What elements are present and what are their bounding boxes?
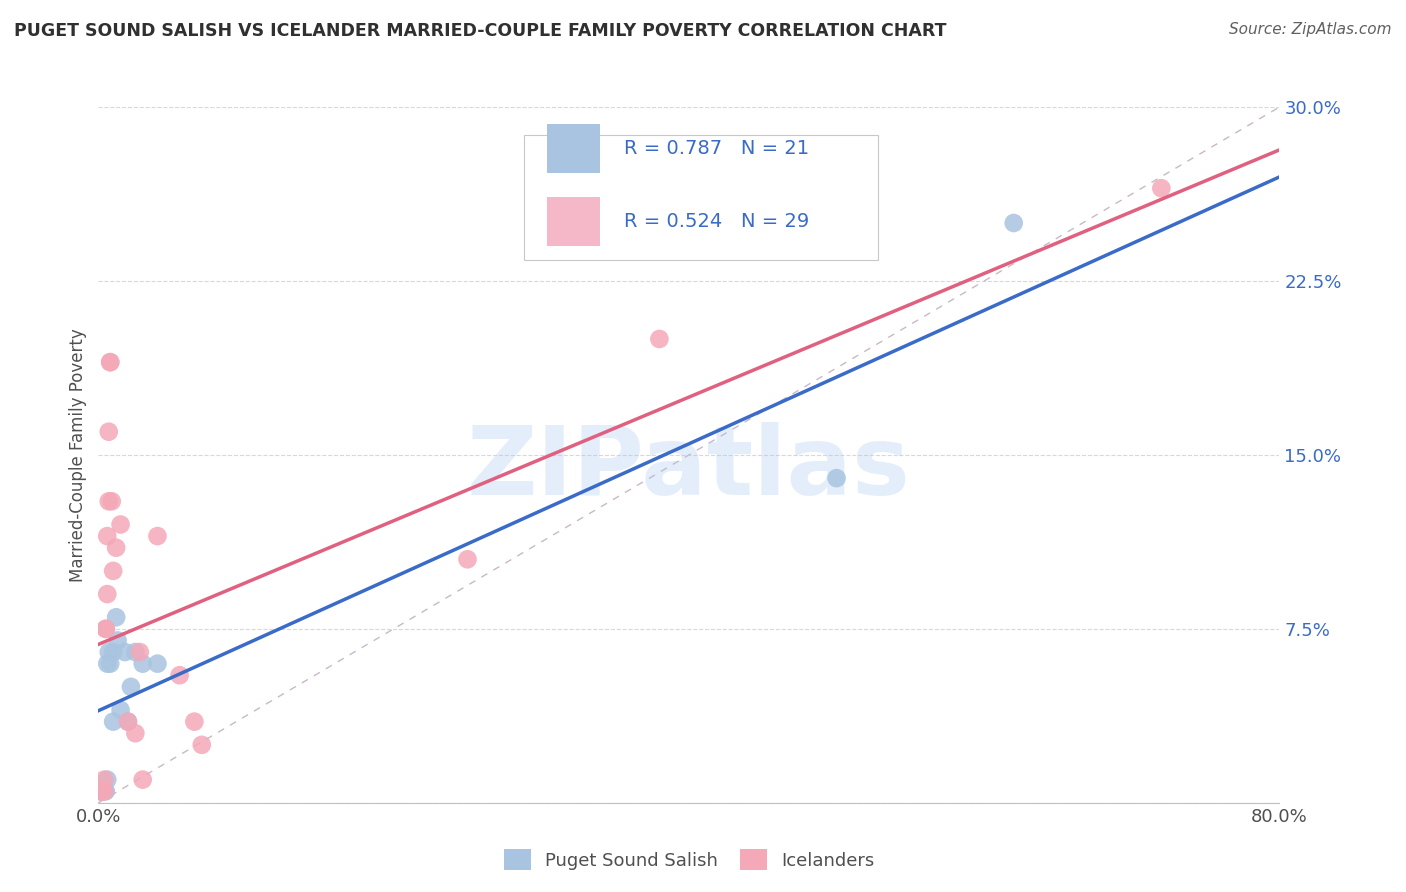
Point — [825, 471, 848, 485]
Point — [94, 622, 117, 636]
FancyBboxPatch shape — [547, 125, 600, 173]
Point — [97, 425, 120, 439]
Point — [103, 645, 125, 659]
Point — [110, 703, 132, 717]
Point — [105, 610, 128, 624]
Point — [94, 622, 117, 636]
Text: ZIPatlas: ZIPatlas — [467, 422, 911, 516]
Point — [124, 645, 146, 659]
Point — [107, 633, 129, 648]
Text: R = 0.524   N = 29: R = 0.524 N = 29 — [624, 212, 810, 231]
Point — [117, 714, 139, 729]
Point — [1002, 216, 1025, 230]
Point — [96, 529, 118, 543]
Point — [94, 784, 117, 798]
Text: PUGET SOUND SALISH VS ICELANDER MARRIED-COUPLE FAMILY POVERTY CORRELATION CHART: PUGET SOUND SALISH VS ICELANDER MARRIED-… — [14, 22, 946, 40]
Point — [132, 772, 155, 787]
Point — [648, 332, 671, 346]
Point — [110, 517, 132, 532]
Point — [132, 657, 155, 671]
Point — [96, 587, 118, 601]
Point — [91, 784, 114, 798]
Point — [96, 772, 118, 787]
Point — [90, 784, 112, 798]
Point — [98, 355, 121, 369]
Point — [114, 645, 136, 659]
Point — [97, 645, 120, 659]
Point — [1150, 181, 1173, 195]
Point — [89, 784, 111, 798]
Legend: Puget Sound Salish, Icelanders: Puget Sound Salish, Icelanders — [496, 842, 882, 877]
FancyBboxPatch shape — [523, 135, 877, 260]
Point — [124, 726, 146, 740]
Point — [100, 494, 122, 508]
Point — [97, 494, 120, 508]
Point — [98, 355, 121, 369]
Text: R = 0.787   N = 21: R = 0.787 N = 21 — [624, 139, 808, 158]
Point — [93, 784, 115, 798]
FancyBboxPatch shape — [547, 197, 600, 246]
Point — [117, 714, 139, 729]
Point — [90, 784, 112, 798]
Point — [191, 738, 214, 752]
Point — [120, 680, 142, 694]
Point — [93, 784, 115, 798]
Point — [93, 772, 115, 787]
Point — [183, 714, 205, 729]
Y-axis label: Married-Couple Family Poverty: Married-Couple Family Poverty — [69, 328, 87, 582]
Point — [169, 668, 191, 682]
Point — [91, 784, 114, 798]
Point — [103, 564, 125, 578]
Point — [105, 541, 128, 555]
Point — [90, 784, 112, 798]
Point — [98, 657, 121, 671]
Point — [456, 552, 478, 566]
Point — [103, 714, 125, 729]
Point — [96, 657, 118, 671]
Point — [146, 529, 169, 543]
Point — [128, 645, 150, 659]
Point — [146, 657, 169, 671]
Text: Source: ZipAtlas.com: Source: ZipAtlas.com — [1229, 22, 1392, 37]
